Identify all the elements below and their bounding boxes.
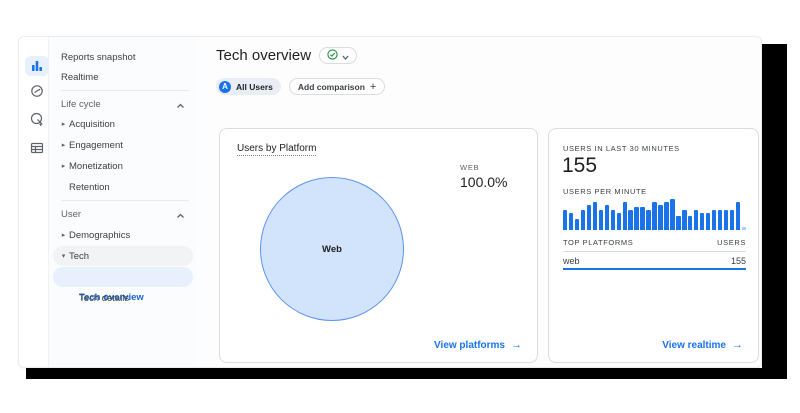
top-platforms-label: TOP PLATFORMS [563,238,634,247]
platform-cell: web [563,256,580,266]
minute-bar [580,210,586,230]
chevron-down-icon [342,47,349,65]
sidebar-item-demographics[interactable]: ▸ Demographics [49,225,197,245]
analytics-app-window: Reports snapshot Realtime Life cycle ▸ Ac… [18,36,762,368]
platform-pie-chart[interactable]: Web [260,177,404,321]
arrow-right-icon: → [732,339,743,351]
sidebar-item-engagement[interactable]: ▸ Engagement [49,135,197,155]
minute-bar [711,210,717,230]
minute-bar [682,210,687,230]
users-30min-value: 155 [562,154,598,177]
users-cell: 155 [730,256,746,266]
minute-bar [610,210,616,230]
minute-bar [699,212,705,230]
sidebar-item-realtime[interactable]: Realtime [61,71,99,83]
minute-bar [586,204,592,230]
sidebar-section-user[interactable]: User [49,204,197,224]
minute-bar [664,201,669,230]
caret-right-icon: ▸ [61,142,66,149]
pie-slice-label: Web [322,243,342,255]
explore-icon[interactable] [25,81,49,101]
main-content: Tech overview A All Users Add comparison… [197,37,761,367]
minute-bar [640,207,645,230]
sidebar-item-tech-highlight [53,246,193,266]
users-column-label: USERS [717,238,746,247]
caret-right-icon: ▸ [61,121,66,128]
top-platforms-header: TOP PLATFORMS USERS [563,238,746,247]
minute-bar [634,207,639,230]
sidebar-nav: Reports snapshot Realtime Life cycle ▸ Ac… [49,37,197,367]
sidebar-item-tech-overview-highlight [53,267,193,287]
pie-legend: WEB 100.0% [460,163,507,190]
frame-shadow-right [762,44,787,379]
legend-value: 100.0% [460,174,508,190]
minute-bar [717,210,723,230]
realtime-card: USERS IN LAST 30 MINUTES 155 USERS PER M… [548,128,759,363]
advertising-icon[interactable] [25,109,49,129]
minute-bar [616,212,622,230]
icon-rail [19,37,49,367]
divider [563,251,746,252]
minute-bar [622,201,627,230]
sidebar-item-reports-snapshot[interactable]: Reports snapshot [61,51,136,63]
reports-icon[interactable] [25,56,49,76]
minute-bar [670,199,675,230]
minute-bar [688,216,693,230]
view-realtime-link[interactable]: View realtime → [662,339,743,351]
library-icon[interactable] [25,138,49,158]
table-row[interactable]: web 155 [563,256,746,266]
minute-bar [676,216,681,230]
chevron-up-icon [176,211,185,222]
sidebar-item-retention[interactable]: Retention [69,181,110,193]
minute-bar [598,210,604,230]
sidebar-item-acquisition[interactable]: ▸ Acquisition [49,114,197,134]
minute-bar [563,210,568,230]
all-users-avatar: A [219,80,231,93]
check-circle-icon [327,47,338,65]
minute-bar [592,201,598,230]
platform-share-bar [563,268,746,270]
minute-bar [729,210,735,230]
minute-bar [693,210,699,230]
minute-bar [741,227,747,230]
minute-bar [658,204,663,230]
users-per-minute-label: USERS PER MINUTE [563,187,647,196]
all-users-chip[interactable]: A All Users [216,78,281,95]
minute-bar [723,210,729,230]
frame-shadow-bottom [26,368,787,379]
minute-bar [705,212,711,230]
minute-bar [604,204,610,230]
report-status-dropdown[interactable] [319,47,358,65]
legend-label: WEB [460,163,480,172]
add-comparison-label: Add comparison [297,81,365,92]
card-title: Users by Platform [237,143,317,154]
chevron-up-icon [176,101,185,112]
divider [61,200,189,201]
page-title: Tech overview [216,47,312,64]
sidebar-item-tech-overview[interactable]: Tech overview [79,291,144,303]
sidebar-section-life-cycle[interactable]: Life cycle [49,94,197,114]
caret-right-icon: ▸ [61,232,66,239]
users-per-minute-bars[interactable] [563,199,747,230]
minute-bar [652,201,657,230]
users-30min-label: USERS IN LAST 30 MINUTES [563,144,680,153]
sidebar-item-tech[interactable]: ▾ Tech [49,246,197,266]
minute-bar [646,210,651,230]
arrow-right-icon: → [511,339,522,351]
all-users-label: All Users [236,81,273,92]
view-platforms-link[interactable]: View platforms → [434,339,522,351]
plus-icon: + [369,80,377,93]
minute-bar [568,212,574,230]
users-by-platform-card: Users by Platform Web WEB 100.0% View pl… [219,128,538,363]
add-comparison-chip[interactable]: Add comparison + [288,78,386,95]
minute-bar [628,210,633,230]
caret-right-icon: ▸ [61,163,66,170]
sidebar-item-tech-details[interactable]: Tech details [79,292,130,304]
caret-down-icon: ▾ [61,253,66,260]
minute-bar [735,201,741,230]
minute-bar [574,218,580,230]
sidebar-item-monetization[interactable]: ▸ Monetization [49,156,197,176]
divider [61,90,189,91]
